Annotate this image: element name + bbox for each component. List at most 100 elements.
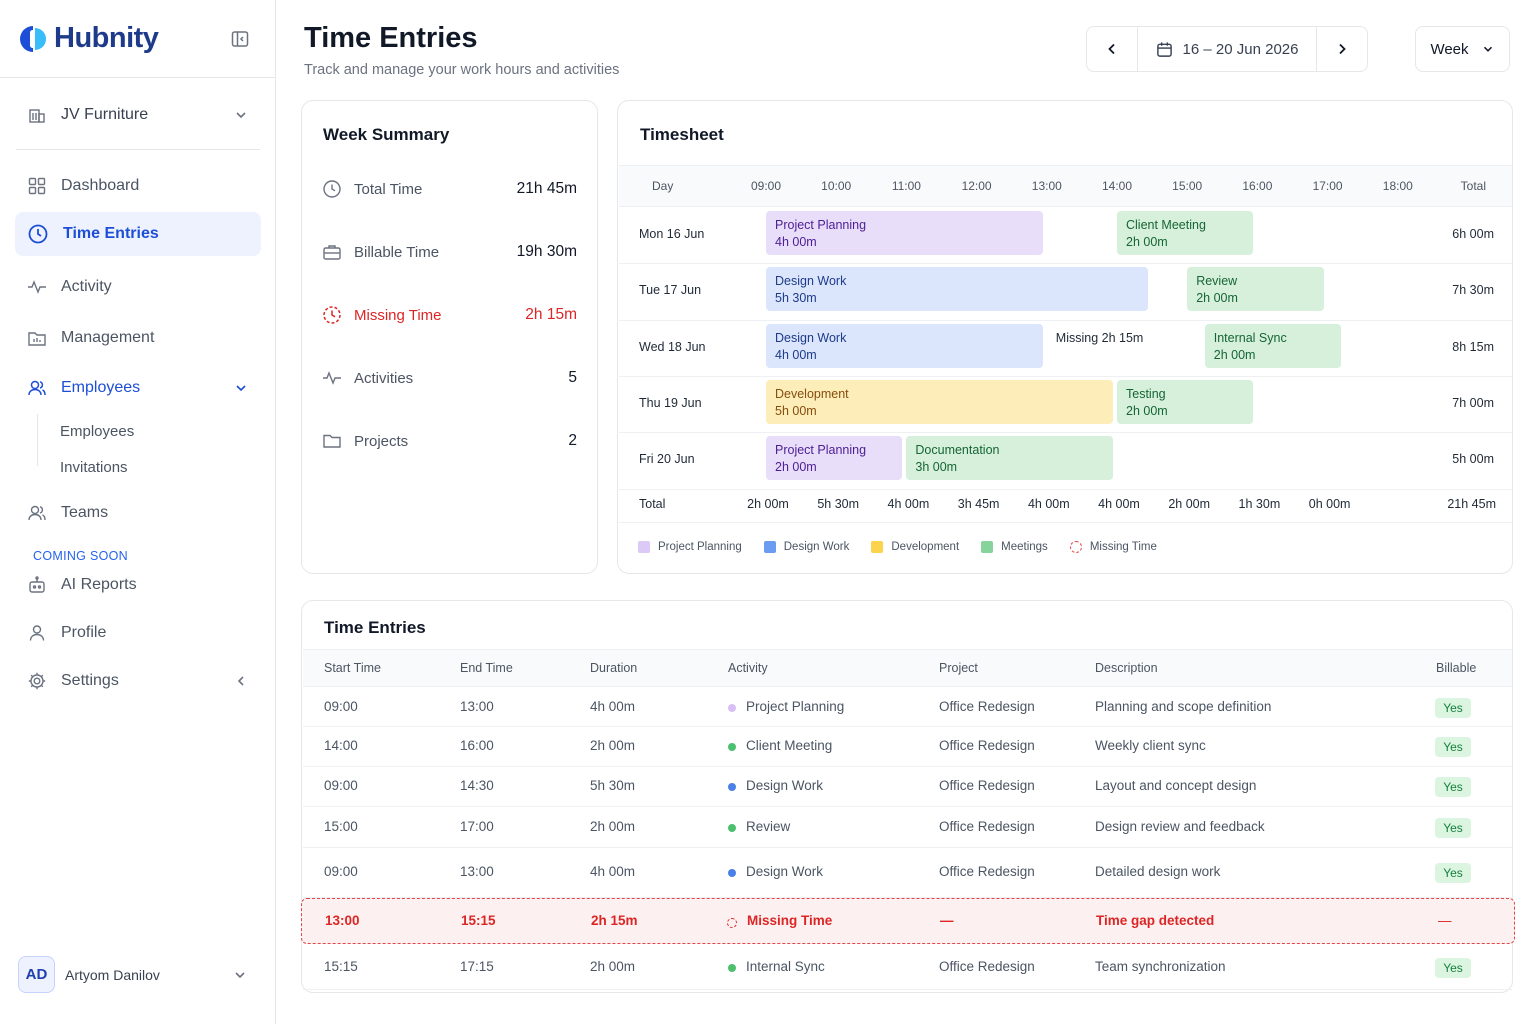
block-activity: Client Meeting (1126, 218, 1206, 232)
brand-logo[interactable]: Hubnity (18, 22, 159, 55)
legend-label: Design Work (783, 541, 850, 553)
end-time-cell: 15:15 (461, 913, 496, 928)
sidebar-item-settings[interactable]: Settings (15, 659, 261, 703)
briefcase-icon (323, 245, 341, 260)
description-cell: Detailed design work (1095, 864, 1221, 879)
legend-swatch (763, 541, 776, 553)
table-row[interactable]: 14:00 16:00 2h 00m Client Meeting Office Red… (303, 727, 1512, 767)
divider (16, 149, 260, 150)
user-name: Artyom Danilov (65, 966, 160, 983)
legend-item: Project Planning (638, 541, 742, 553)
gear-icon (28, 672, 46, 690)
end-time-cell: 13:00 (460, 864, 494, 879)
summary-projects: Projects 2 (322, 429, 577, 453)
sidebar-item-activity[interactable]: Activity (15, 265, 261, 309)
time-block[interactable]: Design Work 5h 30m (766, 267, 1149, 312)
start-time-cell: 15:15 (324, 959, 358, 974)
table-header: Start Time End Time Duration Activity Pr… (303, 649, 1512, 687)
hour-label: 09:00 (750, 179, 782, 193)
hour-label: 12:00 (961, 179, 992, 193)
table-row[interactable]: 15:15 17:15 2h 00m Internal Sync Office Rede… (303, 946, 1512, 990)
time-block[interactable]: Project Planning 2h 00m (766, 436, 903, 481)
sidebar-item-time-entries[interactable]: Time Entries (15, 212, 261, 256)
block-activity: Design Work (775, 330, 847, 345)
block-duration: 2h 00m (1213, 347, 1256, 362)
missing-time-block[interactable]: Missing 2h 15m (1047, 324, 1201, 368)
hour-label: 13:00 (1031, 179, 1062, 193)
user-menu[interactable]: AD Artyom Danilov (18, 956, 260, 993)
time-block[interactable]: Development 5h 00m (766, 379, 1113, 424)
hour-label: 14:00 (1101, 179, 1133, 193)
time-block[interactable]: Project Planning 4h 00m (766, 211, 1043, 255)
legend-item: Development (871, 541, 959, 553)
collapse-sidebar-button[interactable] (230, 29, 250, 49)
day-total: 8h 15m (1452, 339, 1494, 354)
divider (619, 319, 1512, 321)
project-cell: Office Redesign (939, 864, 1035, 879)
legend-label: Development (891, 541, 960, 553)
team-icon (28, 505, 46, 521)
table-row[interactable]: 09:00 13:00 4h 00m Design Work Office Redesi… (303, 848, 1512, 898)
hour-label: 18:00 (1382, 179, 1413, 193)
day-label: Mon 16 Jun (639, 227, 705, 241)
time-block[interactable]: Review 2h 00m (1187, 267, 1324, 312)
sidebar-toggle-icon (231, 31, 249, 47)
activity-cell: Internal Sync (746, 959, 825, 974)
sidebar-subitem-employees[interactable]: Employees (60, 423, 135, 440)
summary-label: Billable Time (354, 243, 440, 261)
table-row[interactable]: 09:00 14:30 5h 30m Design Work Office Redesi… (303, 767, 1512, 807)
start-time-cell: 09:00 (324, 698, 358, 714)
folder-chart-icon (28, 332, 46, 346)
day-label: Thu 19 Jun (639, 395, 702, 410)
block-activity: Project Planning (775, 218, 867, 232)
activity-color-dot (728, 783, 736, 791)
summary-value: 2h 15m (525, 306, 577, 323)
sidebar-item-dashboard[interactable]: Dashboard (15, 164, 261, 208)
hour-label: 16:00 (1242, 179, 1273, 193)
time-block[interactable]: Client Meeting 2h 00m (1117, 211, 1254, 255)
activity-color-dot (728, 823, 736, 832)
sidebar-item-management[interactable]: Management (15, 316, 261, 360)
duration-cell: 2h 15m (591, 913, 638, 928)
view-selector[interactable]: Week (1415, 26, 1510, 72)
summary-activities: Activities 5 (322, 366, 577, 390)
sidebar-item-profile[interactable]: Profile (15, 611, 261, 655)
time-block[interactable]: Documentation 3h 00m (906, 436, 1113, 481)
next-week-button[interactable] (1317, 27, 1367, 71)
duration-cell: 2h 00m (590, 818, 636, 834)
page-title: Time Entries (304, 22, 478, 54)
activity-icon (28, 280, 46, 294)
table-row[interactable]: 09:00 13:00 4h 00m Project Planning Office R… (303, 688, 1512, 727)
prev-week-button[interactable] (1087, 27, 1137, 71)
legend-item: Missing Time (1069, 541, 1157, 553)
sidebar-subitem-invitations[interactable]: Invitations (60, 459, 128, 476)
missing-time-row[interactable]: 13:00 15:15 2h 15m Missing Time — Time gap de… (301, 898, 1515, 944)
table-row[interactable]: 15:00 17:00 2h 00m Review Office Redesign Des… (303, 807, 1512, 848)
summary-label: Missing Time (354, 306, 442, 324)
column-total: 4h 00m (1027, 497, 1070, 511)
summary-billable-time: Billable Time 19h 30m (322, 240, 577, 264)
sidebar-item-ai-reports[interactable]: AI Reports (15, 563, 261, 607)
day-label: Tue 17 Jun (639, 283, 702, 298)
summary-label: Projects (354, 432, 409, 450)
column-header: Billable (1436, 661, 1477, 675)
date-range-picker[interactable]: 16 – 20 Jun 2026 (1137, 27, 1317, 71)
activity-cell: Client Meeting (746, 738, 833, 753)
clock-icon (323, 180, 341, 198)
sidebar-item-label: Dashboard (61, 177, 140, 194)
duration-cell: 2h 00m (590, 738, 636, 753)
legend-label: Missing Time (1089, 541, 1157, 553)
time-block[interactable]: Testing 2h 00m (1117, 379, 1254, 424)
divider (619, 263, 1512, 265)
summary-total-time: Total Time 21h 45m (322, 177, 577, 201)
time-block[interactable]: Internal Sync 2h 00m (1204, 323, 1342, 368)
user-icon (29, 625, 45, 641)
sidebar-item-employees[interactable]: Employees (15, 366, 261, 410)
project-cell: Office Redesign (939, 778, 1035, 793)
billable-badge: Yes (1435, 777, 1471, 797)
sidebar-item-teams[interactable]: Teams (15, 491, 261, 535)
summary-label: Total Time (354, 180, 423, 198)
time-block[interactable]: Design Work 4h 00m (766, 323, 1043, 368)
block-activity: Development (775, 386, 849, 401)
org-switcher[interactable]: JV Furniture (15, 93, 261, 137)
